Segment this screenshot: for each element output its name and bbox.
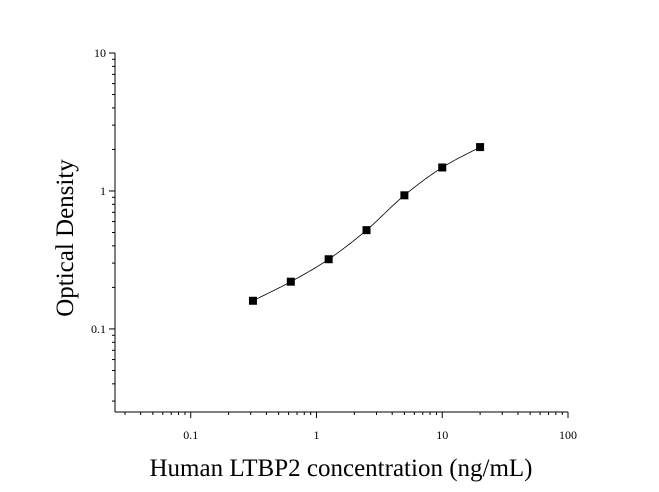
data-point xyxy=(476,143,485,152)
y-tick-label: 0.1 xyxy=(91,322,106,336)
data-point xyxy=(286,277,295,286)
x-tick-label: 0.1 xyxy=(183,428,198,442)
y-tick-label: 1 xyxy=(100,184,106,198)
data-point xyxy=(438,163,447,172)
x-tick-label: 1 xyxy=(313,428,319,442)
y-tick-label: 10 xyxy=(94,46,106,60)
data-point xyxy=(248,296,257,305)
axes: 0.1 1 10 100 0.1 1 10 xyxy=(91,46,577,442)
data-point xyxy=(400,191,409,200)
x-tick-label: 10 xyxy=(436,428,448,442)
data-point xyxy=(362,226,371,235)
data-point xyxy=(324,255,333,264)
y-axis-title: Optical Density xyxy=(52,159,79,317)
x-tick-label: 100 xyxy=(559,428,577,442)
x-axis-title: Human LTBP2 concentration (ng/mL) xyxy=(149,455,532,482)
data-points xyxy=(248,143,485,305)
